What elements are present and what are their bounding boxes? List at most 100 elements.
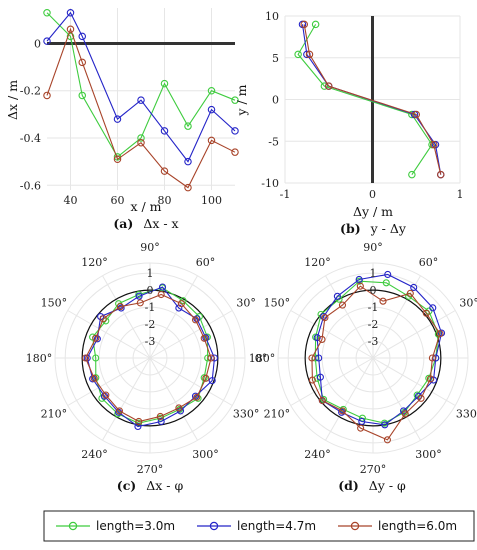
- panel-b-data-point: [436, 170, 445, 179]
- panel-a-data-point: [66, 32, 75, 41]
- panel-b-y-tick-label: -10: [261, 177, 279, 190]
- panel-d-data-point: [430, 376, 438, 384]
- panel-d-caption: (d) Δy - φ: [338, 478, 406, 493]
- panel-d-spoke: [325, 275, 374, 359]
- panel-d-data-point: [381, 421, 389, 429]
- panel-a-y-tick-label: -0.6: [20, 179, 41, 192]
- panel-b-y-tick-label: 10: [265, 10, 279, 23]
- panel-d-r-tick-label: -1: [368, 301, 379, 314]
- panel-a-x-tick-label: 100: [201, 194, 222, 207]
- panel-a-data-point: [207, 136, 216, 145]
- panel-c-spoke: [149, 357, 198, 441]
- legend-entry: length=4.7m: [197, 519, 316, 533]
- panel-d-reference-circle: [304, 289, 442, 427]
- panel-a-y-tick-label: 0: [34, 37, 41, 50]
- panel-c-data-point: [102, 391, 110, 399]
- panel-b-series-line: [303, 24, 442, 175]
- panel-c-data-point: [191, 392, 200, 400]
- panel-c-polar-area: 1 0 -1 -2 -3 0° 30° 60° 90° 120° 150° 180° 210° 240° 2…: [26, 241, 268, 476]
- panel-c-spoke: [102, 275, 151, 359]
- panel-a-data-point: [66, 25, 75, 34]
- panel-c-data-point: [191, 316, 200, 324]
- panel-c-data-point: [156, 412, 164, 421]
- panel-c-angle-label: 60°: [196, 256, 216, 269]
- panel-b-xlabel: Δy / m: [353, 204, 393, 219]
- panel-b-data-point: [320, 82, 329, 90]
- panel-d-data-point: [401, 410, 409, 418]
- panel-c-data-point: [157, 417, 165, 426]
- panel-c-spoke: [67, 310, 151, 359]
- panel-d-spoke: [290, 310, 374, 359]
- panel-b-y-tick-label: 5: [272, 52, 279, 65]
- panel-a-xlabel: x / m: [130, 199, 161, 214]
- panel-c-angle-label: 240°: [81, 448, 108, 461]
- panel-c-data-point: [157, 290, 165, 299]
- panel-d-spoke: [290, 357, 374, 406]
- panel-b-data-point: [294, 50, 302, 59]
- panel-c-data-point: [90, 374, 98, 382]
- panel-b-data-point: [429, 140, 438, 149]
- panel-c-r-tick-label: 0: [147, 284, 154, 297]
- panel-c-data-point: [202, 374, 210, 382]
- panel-c-angle-label: 210°: [41, 408, 68, 421]
- panel-d-data-point: [357, 424, 365, 432]
- panel-a: 40 60 80 100 0 -0.2 -0.4 -0.6 x / m Δx / m (a) …: [5, 8, 239, 231]
- panel-a-data-point: [78, 58, 87, 67]
- panel-c-data-point: [200, 334, 208, 342]
- panel-c-data-point: [116, 303, 124, 311]
- panel-d-data-point: [338, 301, 347, 309]
- panel-c-data-point: [135, 417, 143, 426]
- legend-label: length=6.0m: [378, 519, 457, 533]
- panel-d-data-point: [382, 279, 390, 287]
- panel-a-y-tick-label: -0.2: [20, 85, 41, 98]
- panel-d-data-point: [356, 282, 364, 290]
- panel-c-series-line: [84, 293, 212, 423]
- legend-entry: length=3.0m: [56, 519, 175, 533]
- panel-d-data-point: [355, 275, 363, 284]
- panel-d-data-point: [426, 375, 434, 383]
- panel-d-data-point: [384, 270, 392, 279]
- panel-c-data-point: [99, 315, 107, 323]
- panel-c-data-point: [175, 404, 183, 412]
- panel-c-angle-label: 90°: [140, 241, 160, 254]
- panel-d-data-point: [321, 314, 329, 322]
- panel-c-r-tick-label: -3: [145, 335, 156, 348]
- panel-a-ylabel: Δx / m: [5, 80, 20, 120]
- panel-c-data-point: [193, 393, 201, 401]
- panel-d-r-tick-label: 0: [370, 284, 377, 297]
- panel-d-data-point: [333, 292, 341, 300]
- panel-a-data-point: [43, 37, 51, 45]
- panel-c-data-point: [158, 283, 167, 291]
- panel-b-caption-letter: (b): [340, 221, 361, 236]
- panel-a-data-point: [231, 96, 239, 104]
- panel-d-data-point: [315, 354, 323, 362]
- panel-d-angle-label: 300°: [415, 448, 442, 461]
- panel-d-angle-label: 210°: [264, 408, 291, 421]
- panel-d-data-point: [313, 334, 321, 342]
- panel-a-data-point: [78, 91, 87, 100]
- panel-d-spoke: [325, 357, 374, 441]
- panel-d-data-point: [308, 354, 316, 362]
- panel-b-caption: (b) y - Δy: [340, 221, 407, 236]
- panel-c-spoke: [67, 357, 151, 406]
- panel-a-data-point: [184, 122, 192, 130]
- panel-a-data-point: [184, 183, 192, 192]
- panel-c-r-tick-label: -2: [145, 318, 156, 331]
- panel-b-data-point: [412, 110, 420, 119]
- panel-d-data-point: [410, 283, 418, 292]
- panel-d-data-point: [436, 330, 444, 338]
- panel-b-ylabel: y / m: [234, 84, 249, 116]
- panel-c-angle-label: 120°: [81, 256, 108, 269]
- panel-a-data-point: [231, 127, 239, 135]
- panel-d-angle-label: 180°: [249, 352, 276, 365]
- panel-d: 1 0 -1 -2 -3 0° 30° 60° 90° 120° 150° 180° 210° 240° 2…: [249, 241, 477, 493]
- panel-d-angle-label: 30°: [459, 297, 477, 310]
- panel-c-caption: (c) Δx - φ: [117, 478, 184, 493]
- legend-swatch-marker: [209, 521, 219, 531]
- legend-entry: length=6.0m: [338, 519, 457, 533]
- panel-a-series-line: [46, 12, 236, 158]
- panel-a-data-point: [113, 155, 122, 164]
- panel-a-caption-text: Δx - x: [143, 216, 178, 231]
